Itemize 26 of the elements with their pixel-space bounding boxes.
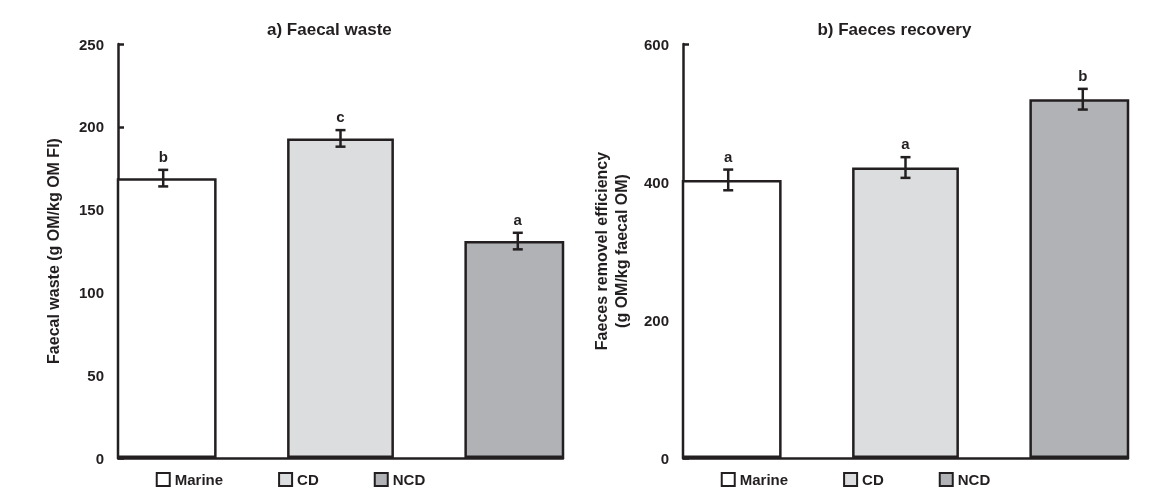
y-axis-title: Faeces removel efficiency (g OM/kg faecal OM) (592, 151, 630, 351)
legend-label: Marine (739, 471, 789, 488)
y-tick-label: 0 (95, 449, 104, 467)
y-tick-label: 200 (643, 311, 669, 329)
legend-label: NCD (392, 471, 426, 488)
annotation: b (1078, 66, 1088, 84)
y-tick-label: 0 (660, 449, 669, 467)
chart-title: b) Faeces recovery (817, 20, 972, 39)
y-tick-label: 100 (78, 283, 104, 301)
y-tick-label: 50 (87, 366, 104, 384)
y-tick-label: 250 (78, 35, 104, 53)
annotation: a (901, 135, 911, 153)
annotation: a (513, 210, 523, 228)
y-tick-label: 400 (643, 173, 669, 191)
y-tick-label: 600 (643, 35, 669, 53)
y-tick-label: 200 (78, 118, 104, 136)
annotation: a (724, 147, 734, 165)
legend-label: NCD (957, 471, 991, 488)
y-tick-label: 150 (78, 201, 104, 219)
legend-label: CD (297, 471, 319, 488)
legend-label: CD (862, 471, 884, 488)
annotation: b (158, 147, 168, 165)
y-axis-title: Faecal waste (g OM/kg OM FI) (44, 138, 62, 364)
annotation: c (336, 108, 345, 126)
legend-label: Marine (174, 471, 224, 488)
chart-title: a) Faecal waste (267, 20, 392, 39)
